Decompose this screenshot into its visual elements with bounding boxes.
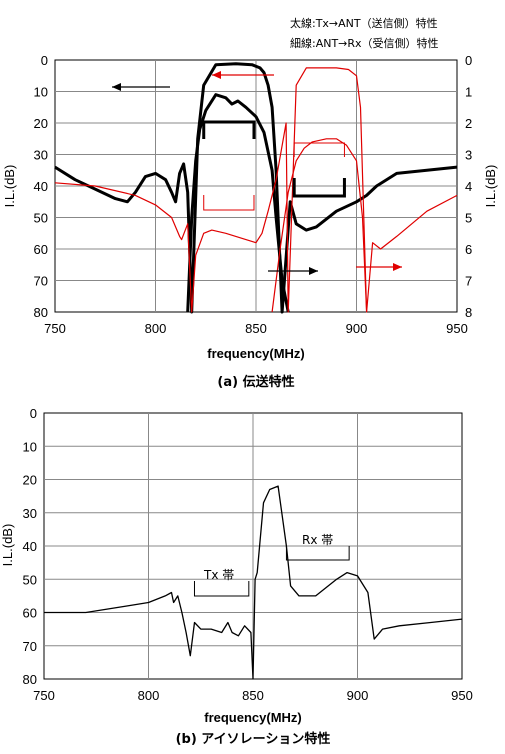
annotations-b (193, 546, 350, 597)
y-tick-label-right: 4 (465, 179, 472, 194)
x-tick-label: 950 (451, 688, 473, 703)
y-tick-label-left: 40 (34, 179, 48, 194)
x-tick-label: 800 (145, 321, 167, 336)
x-tick-label: 850 (242, 688, 264, 703)
y-tick-label: 40 (23, 539, 37, 554)
x-tick-label: 750 (44, 321, 66, 336)
tx-band-marker-thick (202, 120, 256, 139)
y-tick-label-right: 5 (465, 211, 472, 226)
y-axis-label-b: I.L.(dB) (0, 524, 15, 567)
rx-band-marker-thick (292, 178, 346, 198)
x-axis-label-a: frequency(MHz) (207, 346, 305, 361)
y-tick-label: 10 (23, 439, 37, 454)
y-tick-label-right: 0 (465, 53, 472, 68)
x-tick-label: 850 (245, 321, 267, 336)
x-axis-label-b: frequency(MHz) (204, 710, 302, 725)
y-tick-label-left: 10 (34, 85, 48, 100)
rx-band-marker-thin (293, 142, 345, 157)
y-axis-label-left-a: I.L.(dB) (2, 165, 17, 208)
y-tick-label: 50 (23, 572, 37, 587)
y-tick-label: 20 (23, 473, 37, 488)
series-line-thin-minor (271, 138, 368, 313)
y-tick-label: 60 (23, 606, 37, 621)
series-group-a (54, 62, 458, 314)
caption-a: (a) 伝送特性 (217, 374, 294, 390)
y-tick-label-right: 3 (465, 148, 472, 163)
caption-b: (b) アイソレーション特性 (176, 731, 331, 747)
y-tick-label: 70 (23, 639, 37, 654)
ticks-a: 750 800 850 900 9500102030405060708001234567… (34, 53, 473, 336)
x-tick-label: 950 (446, 321, 468, 336)
x-tick-label: 750 (33, 688, 55, 703)
grid-b (44, 413, 462, 679)
band-label-rx: Rx 帯 (302, 533, 333, 547)
y-tick-label-left: 30 (34, 148, 48, 163)
x-tick-label: 800 (138, 688, 160, 703)
arrow-thin-right-axis-head (393, 263, 402, 271)
arrow-thin-left-axis-head (212, 71, 221, 79)
legend-note-thin: 細線:ANT→Rx（受信側）特性 (290, 36, 439, 50)
grid-a (55, 60, 457, 312)
arrow-thick-right-axis-head (309, 267, 318, 275)
y-axis-label-right-a: I.L.(dB) (483, 165, 498, 208)
x-tick-label: 900 (346, 321, 368, 336)
series-line-isolation (44, 485, 463, 680)
series-group-b (44, 485, 463, 680)
y-tick-label-right: 8 (465, 305, 472, 320)
ticks-b: 750 800 850 900 950 0 10 20 30 40 50 60 70 80 (23, 406, 473, 703)
y-tick-label-left: 50 (34, 211, 48, 226)
legend-note-thick: 太線:Tx→ANT（送信側）特性 (290, 16, 438, 30)
series-line-thick (54, 62, 458, 314)
y-tick-label-right: 2 (465, 116, 472, 131)
rx-band-bracket (285, 546, 350, 561)
y-tick-label-left: 20 (34, 116, 48, 131)
y-tick-label-left: 70 (34, 274, 48, 289)
y-tick-label-left: 0 (41, 53, 48, 68)
arrow-thick-left-axis-head (112, 83, 121, 91)
y-tick-label-left: 80 (34, 305, 48, 320)
y-tick-label-right: 7 (465, 274, 472, 289)
chart-isolation: 750 800 850 900 950 0 10 20 30 40 50 60 70 80 frequen… (0, 406, 473, 747)
y-tick-label-left: 60 (34, 242, 48, 257)
y-tick-label: 0 (30, 406, 37, 421)
band-label-tx: Tx 帯 (203, 568, 234, 582)
y-tick-label: 80 (23, 672, 37, 687)
y-tick-label: 30 (23, 506, 37, 521)
chart-transmission: 750 800 850 900 9500102030405060708001234567… (2, 53, 498, 390)
tx-band-marker-thin (203, 195, 255, 211)
tx-band-bracket (193, 581, 250, 597)
annotations-a (112, 71, 402, 275)
y-tick-label-right: 1 (465, 85, 472, 100)
series-line-thick-minor (186, 93, 290, 313)
y-tick-label-right: 6 (465, 242, 472, 257)
x-tick-label: 900 (347, 688, 369, 703)
